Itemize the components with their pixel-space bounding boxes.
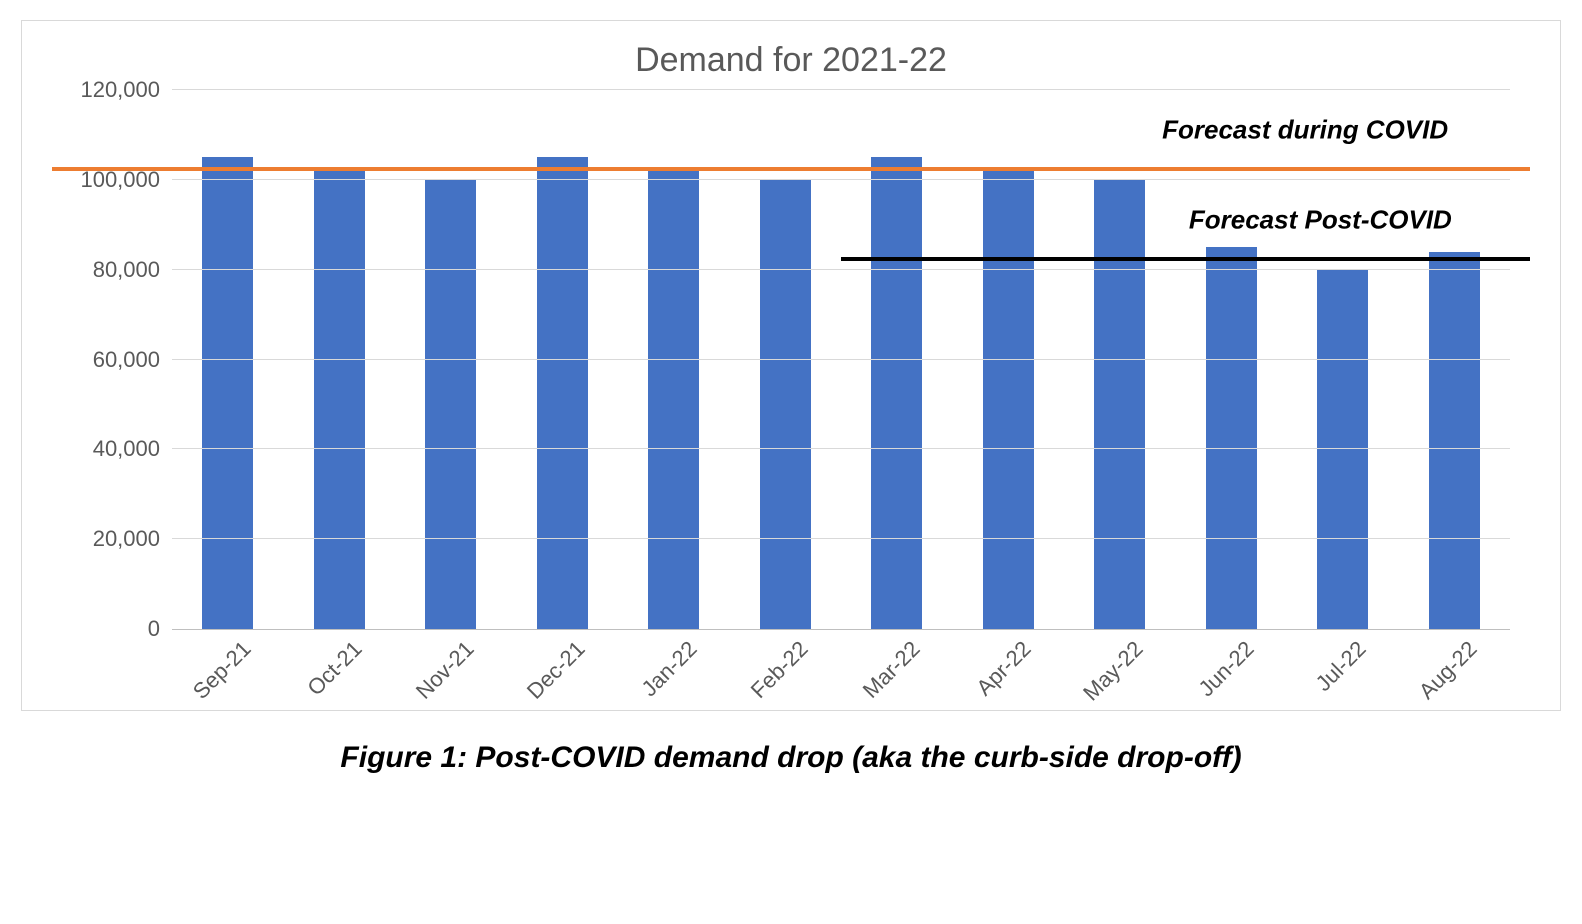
plot-area: 020,00040,00060,00080,000100,000120,000F… (172, 90, 1510, 630)
bar (1429, 252, 1480, 629)
xlabel-slot: Jan-22 (618, 630, 730, 680)
gridline (172, 269, 1510, 270)
xlabel-slot: May-22 (1064, 630, 1176, 680)
figure-caption: Figure 1: Post-COVID demand drop (aka th… (21, 741, 1561, 775)
bar (1094, 180, 1145, 629)
xlabel-slot: Sep-21 (172, 630, 284, 680)
xlabel-slot: Aug-22 (1399, 630, 1511, 680)
gridline (172, 448, 1510, 449)
bar (425, 180, 476, 629)
bar (537, 157, 588, 629)
xlabel-slot: Jun-22 (1176, 630, 1288, 680)
gridline (172, 538, 1510, 539)
xlabel-slot: Dec-21 (507, 630, 619, 680)
x-axis-labels: Sep-21Oct-21Nov-21Dec-21Jan-22Feb-22Mar-… (172, 630, 1510, 680)
chart-title: Demand for 2021-22 (52, 41, 1530, 80)
forecast-line-post-covid (841, 257, 1530, 261)
bar (202, 157, 253, 629)
xlabel-slot: Oct-21 (284, 630, 396, 680)
gridline (172, 179, 1510, 180)
xlabel-slot: Feb-22 (730, 630, 842, 680)
xlabel-slot: Mar-22 (841, 630, 953, 680)
forecast-label-during-covid: Forecast during COVID (1162, 115, 1448, 146)
x-axis-label: Sep-21 (153, 636, 256, 739)
ytick-label: 20,000 (93, 526, 172, 552)
xlabel-slot: Nov-21 (395, 630, 507, 680)
bar (871, 157, 922, 629)
bar (314, 171, 365, 629)
ytick-label: 80,000 (93, 257, 172, 283)
bar (983, 171, 1034, 629)
forecast-label-post-covid: Forecast Post-COVID (1189, 205, 1452, 236)
gridline (172, 359, 1510, 360)
plot-region: 020,00040,00060,00080,000100,000120,000F… (172, 90, 1510, 680)
figure-wrap: Demand for 2021-22 020,00040,00060,00080… (21, 20, 1561, 775)
bar (760, 180, 811, 629)
chart-frame: Demand for 2021-22 020,00040,00060,00080… (21, 20, 1561, 711)
bar (1206, 247, 1257, 629)
ytick-label: 0 (148, 616, 172, 642)
ytick-label: 60,000 (93, 347, 172, 373)
gridline (172, 89, 1510, 90)
ytick-label: 120,000 (80, 77, 172, 103)
forecast-line-during-covid (52, 167, 1530, 171)
xlabel-slot: Apr-22 (953, 630, 1065, 680)
bar (648, 171, 699, 629)
xlabel-slot: Jul-22 (1287, 630, 1399, 680)
ytick-label: 40,000 (93, 436, 172, 462)
